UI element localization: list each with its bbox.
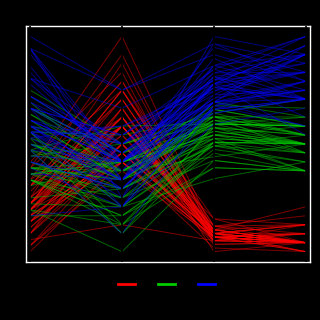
Legend: , , : , , — [114, 275, 222, 293]
